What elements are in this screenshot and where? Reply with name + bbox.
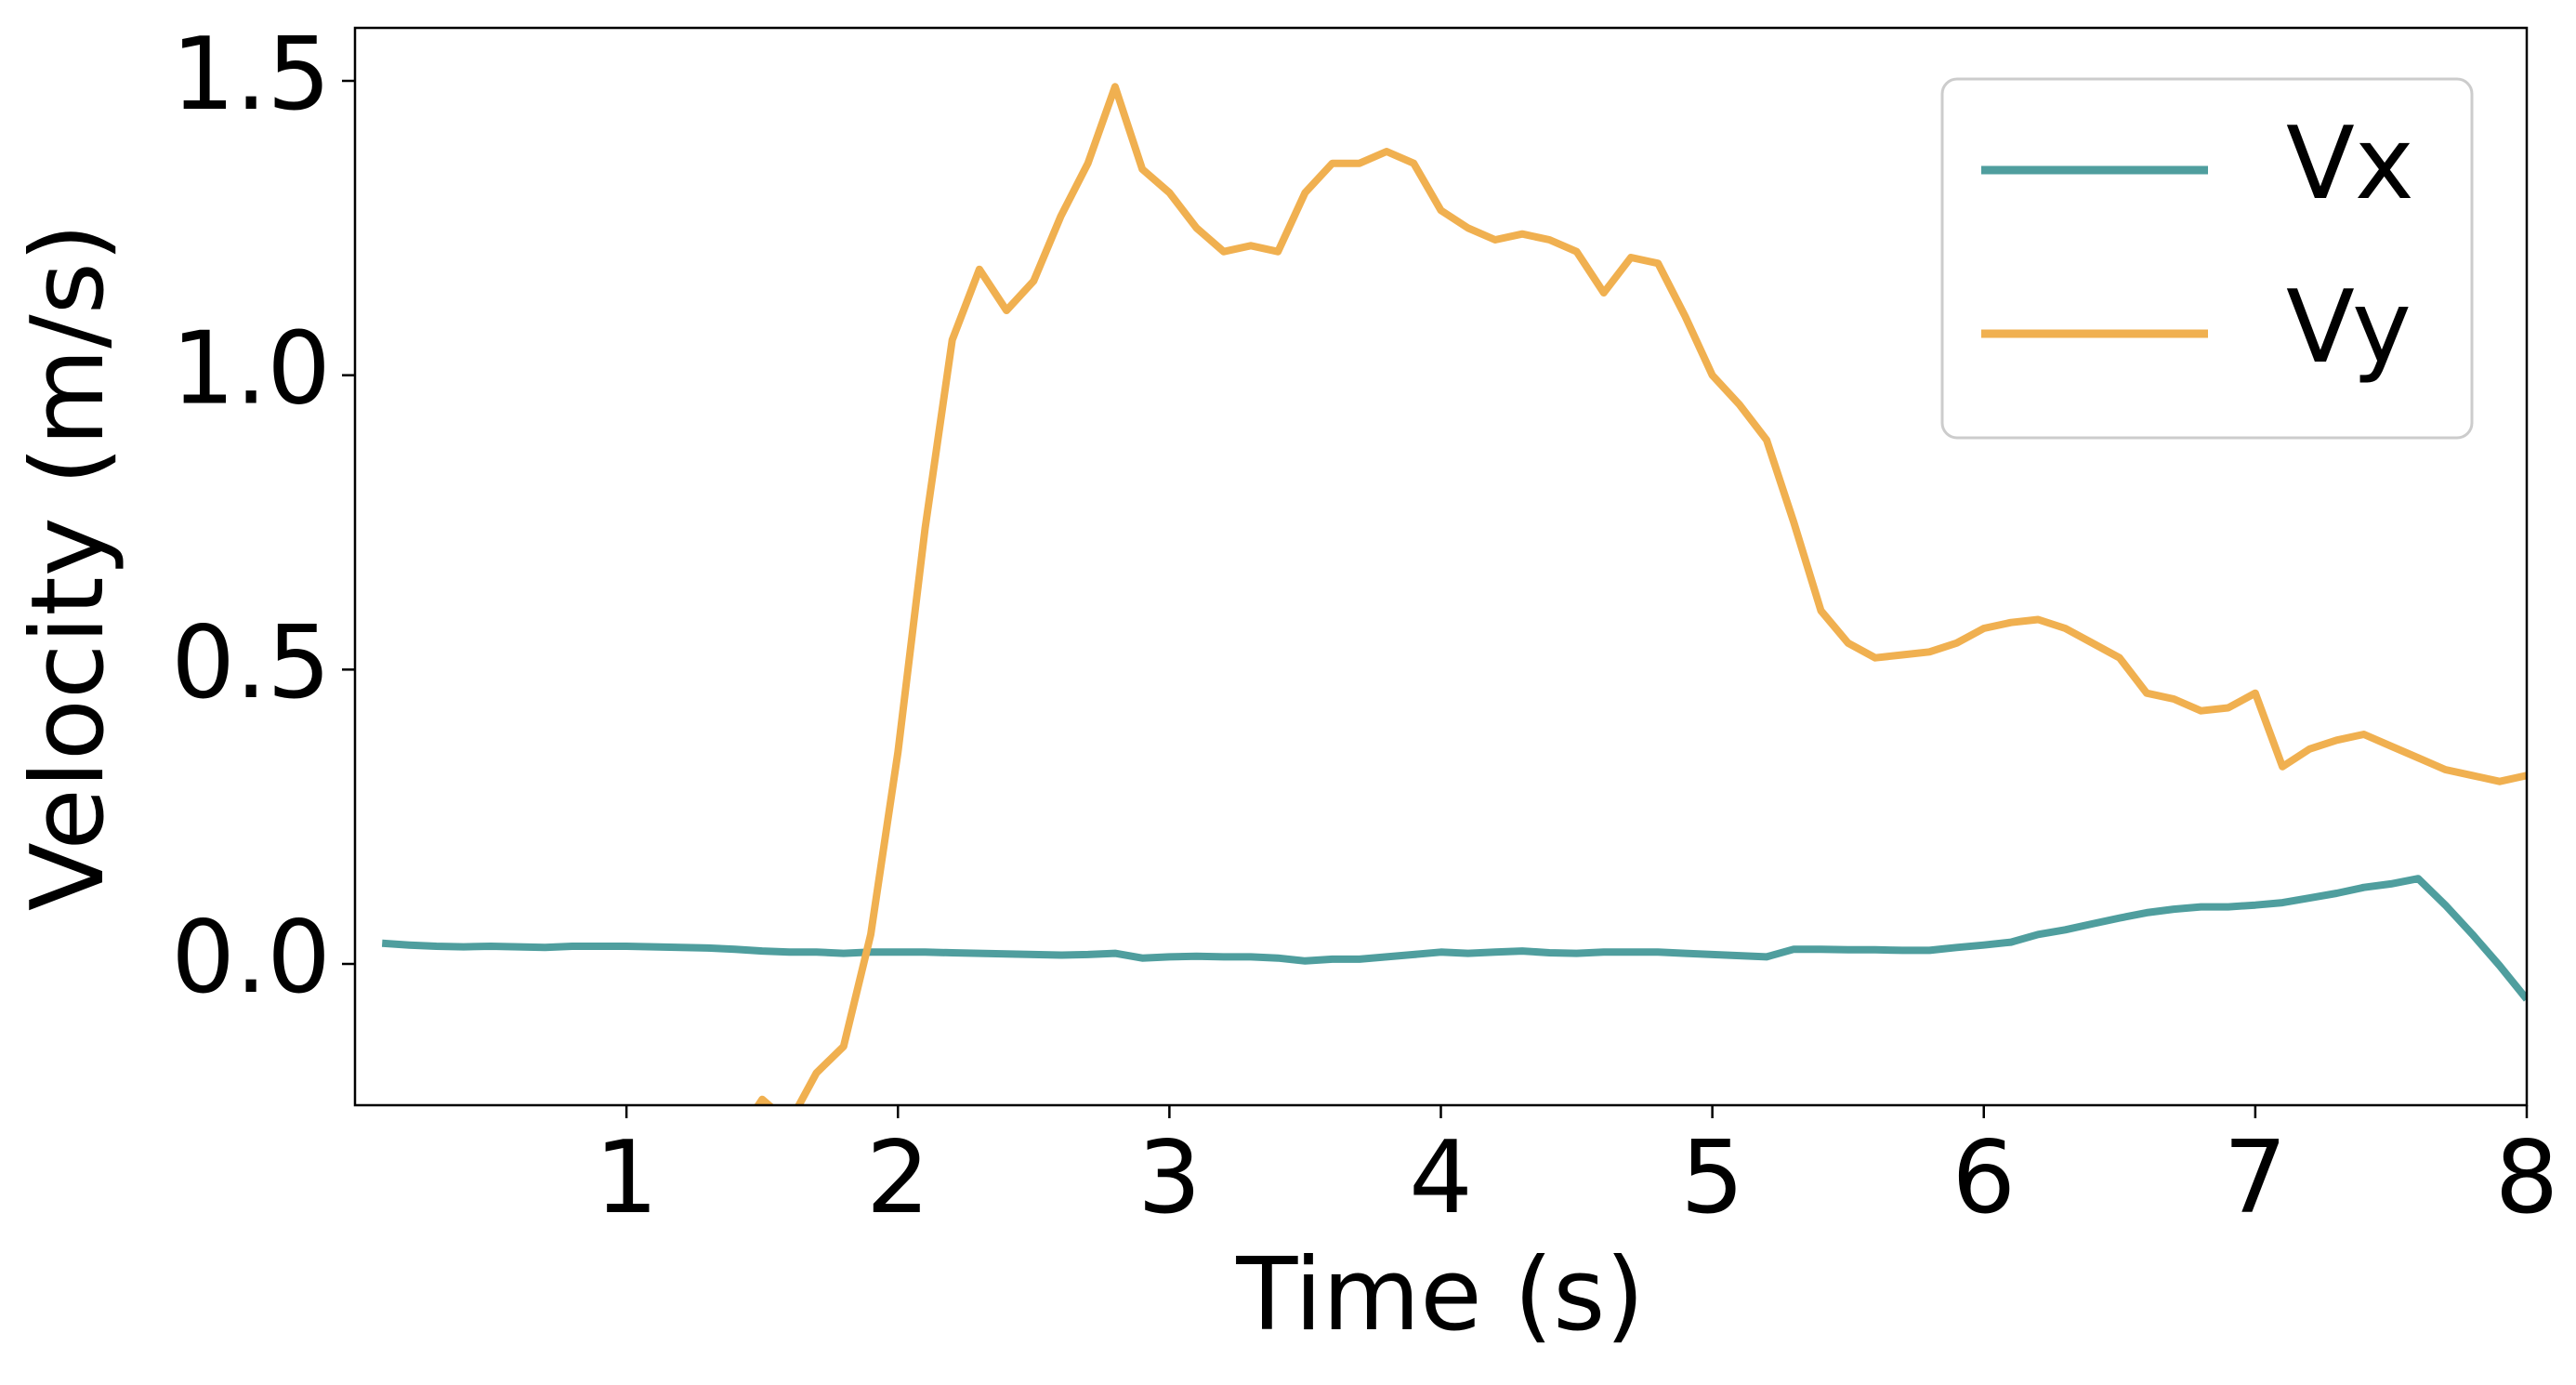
x-tick-label: 7 (2224, 1120, 2288, 1236)
x-tick-label: 1 (595, 1120, 659, 1236)
legend-label: Vx (2286, 106, 2414, 222)
plot-lines (381, 83, 2527, 1105)
y-tick-label: 1.0 (171, 310, 331, 427)
plot-frame (353, 26, 2529, 1107)
y-axis-label: Velocity (m/s) (10, 223, 126, 911)
x-tick-label: 8 (2495, 1120, 2559, 1236)
x-axis-label: Time (s) (1235, 1237, 1644, 1353)
series-line (754, 83, 2527, 1105)
y-tick-label: 0.0 (171, 900, 331, 1016)
y-tick-label: 1.5 (171, 17, 331, 133)
legend-label: Vy (2286, 270, 2412, 386)
x-tick-label: 3 (1137, 1120, 1202, 1236)
x-tick-label: 5 (1680, 1120, 1744, 1236)
x-tick-label: 4 (1409, 1120, 1473, 1236)
x-tick-label: 2 (866, 1120, 930, 1236)
y-tick-label: 0.5 (171, 605, 331, 721)
x-tick-label: 6 (1952, 1120, 2016, 1236)
series-line (381, 875, 2527, 1002)
